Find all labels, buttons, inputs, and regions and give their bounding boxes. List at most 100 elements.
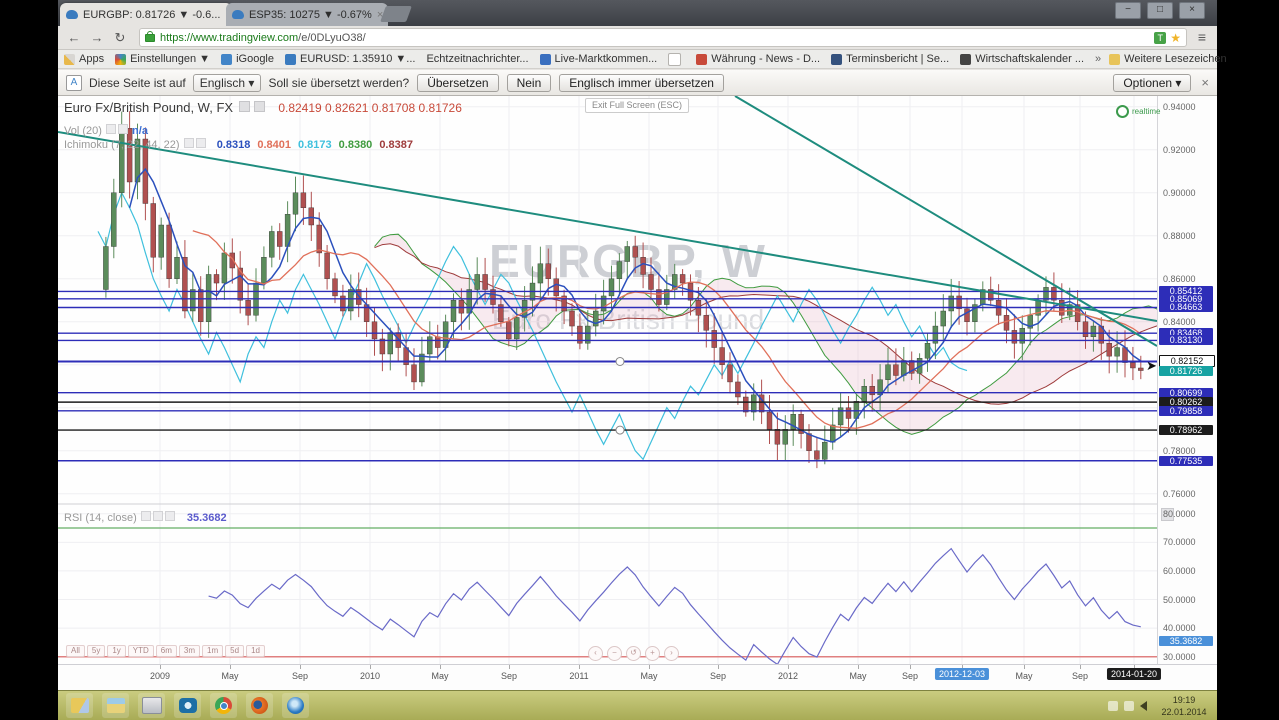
back-button[interactable]: ← (67, 29, 81, 45)
translate-icon[interactable]: T (1154, 31, 1167, 44)
bookmark-echtzeitnachrichten[interactable]: Echtzeitnachrichter... (426, 53, 529, 65)
range-button-6m[interactable]: 6m (155, 645, 177, 657)
bookmark-apps[interactable]: Apps (64, 53, 104, 65)
options-button[interactable]: Optionen ▾ (1113, 73, 1192, 92)
maximize-button[interactable]: □ (1147, 2, 1173, 19)
tray-icon[interactable] (1108, 701, 1118, 711)
taskbar-firefox-icon[interactable] (246, 693, 273, 718)
bookmark-waehrung-news[interactable]: Währung - News - D... (696, 53, 820, 65)
main-chart-svg[interactable] (58, 96, 1157, 664)
study-eye-icon[interactable] (183, 138, 194, 148)
price-level-label[interactable]: 0.80262 (1159, 397, 1213, 408)
bookmark-terminsbericht[interactable]: Terminsbericht | Se... (831, 53, 949, 65)
time-axis[interactable]: 2009 May Sep 2010 May Sep 2011 May Sep 2012 May Sep… (58, 664, 1217, 690)
range-button-3m[interactable]: 3m (178, 645, 201, 657)
zoom-out-button[interactable]: − (607, 646, 622, 661)
minimize-button[interactable]: − (1115, 2, 1141, 19)
symbol-title[interactable]: Euro Fx/British Pound, W, FX (64, 100, 234, 115)
address-bar[interactable]: https://www.tradingview.com /e/0DLyuO38/… (139, 28, 1187, 47)
other-bookmarks-button[interactable]: Weitere Lesezeichen (1109, 53, 1227, 65)
taskbar-media-player-icon[interactable] (174, 693, 201, 718)
speaker-icon[interactable] (1140, 701, 1147, 711)
range-button-ytd[interactable]: YTD (127, 645, 154, 657)
highlighted-date-label[interactable]: 2012-12-03 (934, 668, 990, 680)
scroll-right-button[interactable]: › (664, 646, 679, 661)
range-button-5d[interactable]: 5d (225, 645, 245, 657)
taskbar-pictures-folder-icon[interactable] (102, 693, 129, 718)
study-gear-icon[interactable] (117, 124, 128, 134)
settings-icon[interactable] (253, 101, 265, 112)
zoom-in-button[interactable]: + (645, 646, 660, 661)
price-level-label[interactable]: 0.78962 (1159, 425, 1213, 436)
taskbar-blue-app-icon[interactable] (282, 693, 309, 718)
rsi-axis-label: 70.0000 (1163, 537, 1196, 548)
price-level-label[interactable]: 0.85412 (1159, 286, 1213, 297)
price-level-label[interactable]: 0.80699 (1159, 387, 1213, 398)
new-tab-button[interactable] (380, 6, 412, 22)
study-gear-icon[interactable] (152, 511, 163, 521)
range-button-1m[interactable]: 1m (202, 645, 224, 657)
price-level-label[interactable]: 0.77535 (1159, 455, 1213, 466)
language-select[interactable]: Englisch ▾ (192, 73, 262, 92)
price-axis-label: 0.76000 (1163, 488, 1196, 499)
time-axis-label: Sep (1071, 671, 1089, 681)
forward-button[interactable]: → (90, 29, 104, 45)
taskbar-clock[interactable]: 19:19 22.01.2014 (1161, 694, 1207, 717)
price-level-label[interactable]: 0.79858 (1159, 405, 1213, 416)
hide-icon[interactable] (238, 101, 250, 112)
translate-button[interactable]: Übersetzen (417, 73, 499, 92)
reload-button[interactable]: ↻ (114, 29, 126, 45)
price-axis-label: 0.84000 (1163, 316, 1196, 327)
bookmark-star-icon[interactable]: ★ (1170, 30, 1181, 45)
bookmark-wirtschaftskalender[interactable]: Wirtschaftskalender ... (960, 53, 1084, 65)
chrome-menu-icon[interactable]: ≡ (1197, 28, 1207, 45)
rsi-axis-label: 60.0000 (1163, 565, 1196, 576)
tray-icon[interactable] (1124, 701, 1134, 711)
range-button-1y[interactable]: 1y (107, 645, 126, 657)
bookmark-einstellungen[interactable]: Einstellungen ▼ (115, 53, 210, 65)
no-button[interactable]: Nein (506, 73, 552, 92)
infobar-close-icon[interactable]: × (1201, 75, 1209, 90)
tab-esp35[interactable]: ESP35: 10275 ▼ -0.67% × (226, 3, 388, 26)
volume-value: n/a (132, 125, 148, 137)
tab-eurgbp[interactable]: EURGBP: 0.81726 ▼ -0.6... × (60, 3, 232, 26)
close-button[interactable]: × (1179, 2, 1205, 19)
highlighted-date-label[interactable]: 2014-01-20 (1106, 668, 1162, 680)
study-gear-icon[interactable] (195, 138, 206, 148)
bookmarks-overflow-icon[interactable]: » (1095, 53, 1102, 65)
tab-label: ESP35: 10275 ▼ -0.67% (249, 8, 372, 21)
bookmark-live-marktkommentare[interactable]: Live-Marktkommen... (539, 53, 657, 65)
price-level-label[interactable]: 0.83130 (1159, 335, 1213, 346)
window-controls: − □ × (1115, 2, 1205, 19)
study-eye-icon[interactable] (140, 511, 151, 521)
price-level-label[interactable]: 0.85069 (1159, 293, 1213, 304)
taskbar-chrome-icon[interactable] (210, 693, 237, 718)
pane-maximize-icon[interactable] (1161, 508, 1174, 521)
bookmark-eurusd[interactable]: EURUSD: 1.35910 ▼... (285, 53, 415, 65)
bookmark-untitled[interactable] (668, 52, 685, 66)
time-axis-label: Sep (709, 671, 727, 681)
study-eye-icon[interactable] (105, 124, 116, 134)
bookmark-igoogle[interactable]: iGoogle (221, 53, 274, 65)
price-level-label[interactable]: 0.81726 (1159, 365, 1213, 376)
tab-close-icon[interactable]: × (376, 8, 384, 21)
price-level-label[interactable]: 0.84663 (1159, 302, 1213, 313)
rsi-axis-label: 50.0000 (1163, 594, 1196, 605)
taskbar-explorer-icon[interactable] (66, 693, 93, 718)
exit-fullscreen-button[interactable]: Exit Full Screen (ESC) (585, 98, 690, 113)
rsi-value-label[interactable]: 35.3682 (1159, 636, 1213, 647)
always-translate-button[interactable]: Englisch immer übersetzen (559, 73, 724, 92)
scroll-left-button[interactable]: ‹ (588, 646, 603, 661)
price-axis[interactable]: 0.94000 0.92000 0.90000 0.88000 0.86000 0.840… (1157, 96, 1217, 664)
reset-zoom-button[interactable]: ↺ (626, 646, 641, 661)
range-button-1d[interactable]: 1d (246, 645, 265, 657)
time-tick (160, 665, 161, 669)
taskbar-app-window-icon[interactable] (138, 693, 165, 718)
time-axis-label: Sep (500, 671, 518, 681)
range-button-all[interactable]: All (66, 645, 85, 657)
price-level-label[interactable]: 0.83468 (1159, 328, 1213, 339)
study-close-icon[interactable] (164, 511, 175, 521)
calendar-icon (960, 53, 972, 65)
range-button-5y[interactable]: 5y (86, 645, 106, 657)
